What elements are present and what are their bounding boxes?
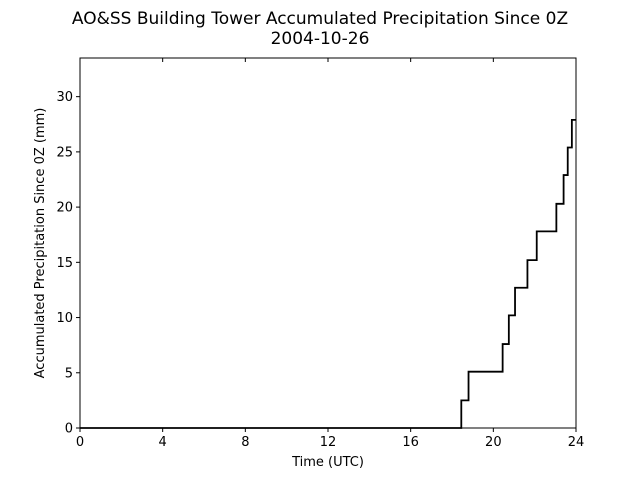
y-tick-label: 15 [56,256,73,271]
y-tick-label: 25 [56,145,73,160]
chart-subtitle: 2004-10-26 [271,29,370,49]
x-tick-label: 20 [485,435,502,450]
x-tick-label: 24 [568,435,585,450]
x-tick-label: 16 [402,435,419,450]
x-tick-label: 12 [320,435,337,450]
y-tick-label: 20 [56,201,73,216]
y-tick-label: 0 [65,422,73,437]
y-tick-label: 30 [56,90,73,105]
y-axis-label: Accumulated Precipitation Since 0Z (mm) [33,108,48,379]
x-tick-label: 0 [76,435,84,450]
chart-title: AO&SS Building Tower Accumulated Precipi… [72,9,568,29]
y-tick-label: 5 [65,366,73,381]
y-tick-label: 10 [56,311,73,326]
x-axis-label: Time (UTC) [291,455,364,470]
series-line [80,118,576,429]
plot-area [80,118,576,429]
x-tick-label: 4 [159,435,167,450]
x-tick-label: 8 [241,435,249,450]
